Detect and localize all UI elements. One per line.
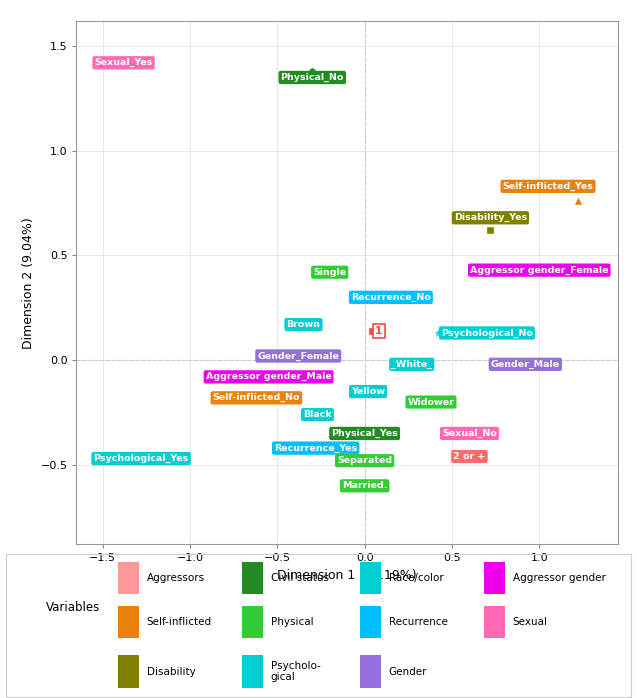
Text: Sexual_No: Sexual_No (442, 429, 497, 438)
Text: Aggressor gender_Male: Aggressor gender_Male (206, 372, 331, 382)
Text: Physical: Physical (271, 617, 313, 627)
Text: Self-inflicted_Yes: Self-inflicted_Yes (503, 181, 594, 191)
Text: Recurrence_Yes: Recurrence_Yes (274, 443, 357, 453)
Text: Sexual_Yes: Sexual_Yes (94, 58, 153, 68)
Text: Psychological_Yes: Psychological_Yes (94, 454, 189, 463)
Bar (360, 655, 381, 688)
Text: Self-inflicted: Self-inflicted (147, 617, 211, 627)
Text: _White_: _White_ (391, 359, 433, 369)
Y-axis label: Dimension 2 (9.04%): Dimension 2 (9.04%) (22, 217, 35, 348)
Text: Gender: Gender (389, 667, 427, 676)
Text: Married.: Married. (342, 482, 387, 490)
Text: Physical_No: Physical_No (280, 73, 344, 82)
Text: Recurrence: Recurrence (389, 617, 447, 627)
Text: 2 or +: 2 or + (454, 452, 485, 461)
Bar (242, 655, 263, 688)
Bar (118, 655, 139, 688)
Text: Physical_Yes: Physical_Yes (331, 429, 398, 438)
Bar (242, 562, 263, 594)
Text: Separated: Separated (337, 456, 392, 465)
Text: Single: Single (313, 268, 347, 276)
Text: Widower: Widower (408, 398, 454, 406)
Text: Gender_Male: Gender_Male (490, 359, 560, 369)
Text: Gender_Female: Gender_Female (257, 351, 339, 361)
Bar (484, 606, 505, 638)
Text: Aggressor gender_Female: Aggressor gender_Female (470, 265, 608, 275)
Text: Sexual: Sexual (513, 617, 548, 627)
Text: Aggressors: Aggressors (147, 573, 204, 583)
X-axis label: Dimension 1 (10.19%): Dimension 1 (10.19%) (277, 569, 417, 582)
Text: Disability: Disability (147, 667, 196, 676)
Text: Race/color: Race/color (389, 573, 443, 583)
Text: Aggressor gender: Aggressor gender (513, 573, 606, 583)
Text: Variables: Variables (46, 600, 101, 614)
Text: Black: Black (303, 410, 332, 419)
Bar (118, 606, 139, 638)
Bar (360, 562, 381, 594)
Text: Yellow: Yellow (351, 387, 385, 396)
Bar (484, 562, 505, 594)
Text: Brown: Brown (287, 320, 320, 329)
Text: Self-inflicted_No: Self-inflicted_No (213, 393, 300, 403)
Text: Recurrence_No: Recurrence_No (351, 292, 431, 302)
Text: Psycholo-
gical: Psycholo- gical (271, 661, 320, 683)
Text: Disability_Yes: Disability_Yes (454, 213, 527, 223)
Text: 1: 1 (375, 326, 382, 336)
Text: Civil status: Civil status (271, 573, 329, 583)
Bar (360, 606, 381, 638)
Bar (242, 606, 263, 638)
Bar (118, 562, 139, 594)
Text: Psychological_No: Psychological_No (441, 328, 533, 338)
